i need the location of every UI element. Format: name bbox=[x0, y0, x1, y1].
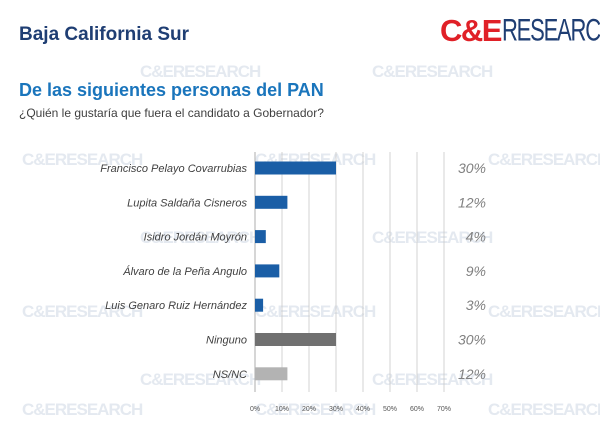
chart-title: De las siguientes personas del PAN bbox=[19, 80, 324, 100]
x-tick-label: 40% bbox=[356, 406, 370, 413]
logo-ce-text: C&E bbox=[440, 13, 502, 48]
value-label: 9% bbox=[466, 263, 486, 279]
value-label: 12% bbox=[458, 194, 486, 210]
chart-subtitle: ¿Quién le gustaría que fuera el candidat… bbox=[19, 106, 324, 120]
ce-research-logo: C&E RESEARCH bbox=[440, 11, 600, 49]
bar bbox=[255, 264, 280, 278]
value-label: 30% bbox=[458, 160, 486, 176]
value-label: 4% bbox=[466, 229, 486, 245]
x-tick-label: 50% bbox=[383, 406, 397, 413]
category-label: Ninguno bbox=[206, 335, 247, 347]
category-label: Isidro Jordán Moyrón bbox=[144, 232, 247, 244]
logo-research-text: RESEARCH bbox=[501, 11, 600, 49]
bar bbox=[255, 161, 336, 175]
x-tick-label: 70% bbox=[437, 406, 451, 413]
category-label: Álvaro de la Peña Angulo bbox=[122, 265, 247, 278]
bar bbox=[255, 298, 264, 312]
bar bbox=[255, 195, 288, 209]
bar bbox=[255, 333, 336, 346]
x-tick-label: 20% bbox=[302, 406, 316, 413]
bar bbox=[255, 230, 266, 244]
bar bbox=[255, 367, 288, 381]
value-label: 30% bbox=[458, 332, 486, 348]
x-tick-label: 10% bbox=[275, 406, 289, 413]
value-label: 12% bbox=[458, 366, 486, 382]
category-label: Luis Genaro Ruiz Hernández bbox=[105, 300, 247, 312]
region-title: Baja California Sur bbox=[19, 24, 189, 45]
category-label: Francisco Pelayo Covarrubias bbox=[100, 163, 247, 175]
x-tick-label: 0% bbox=[250, 406, 260, 413]
x-tick-label: 60% bbox=[410, 406, 424, 413]
x-tick-label: 30% bbox=[329, 406, 343, 413]
category-label: NS/NC bbox=[213, 369, 247, 381]
category-label: Lupita Saldaña Cisneros bbox=[127, 197, 247, 209]
value-label: 3% bbox=[466, 297, 486, 313]
